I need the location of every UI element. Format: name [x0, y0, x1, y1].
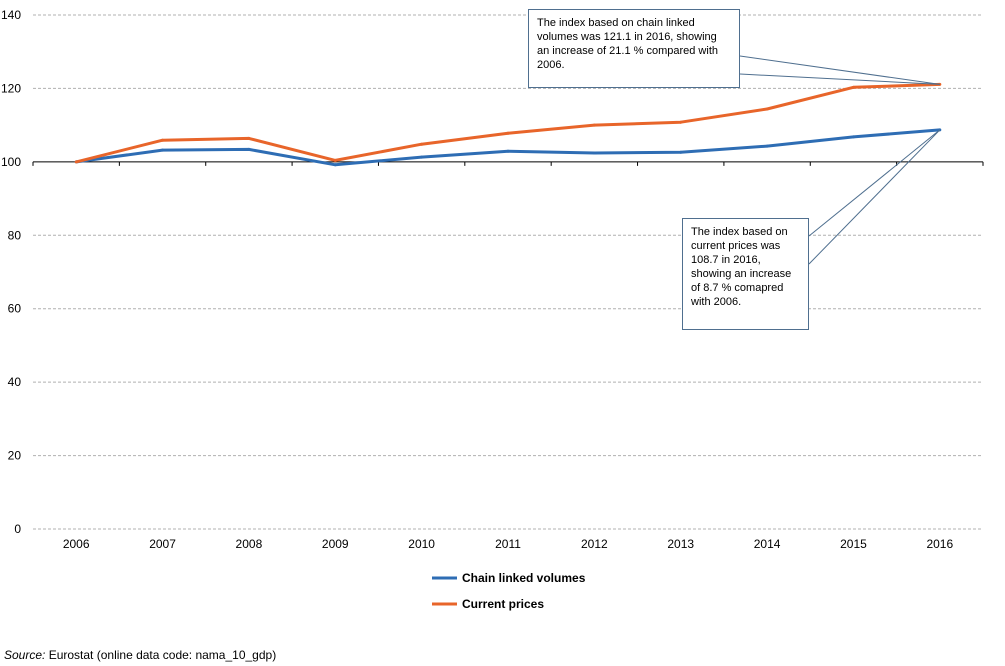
data-point — [161, 138, 165, 142]
x-axis: 2006 2007 2008 2009 2010 2011 2012 2013 2014 2015… — [32, 161, 984, 551]
x-tick-label: 2006 — [63, 537, 90, 551]
source-text: Eurostat (online data code: nama_10_gdp) — [48, 648, 277, 662]
x-tick-label: 2016 — [926, 537, 953, 551]
leader-line — [808, 129, 941, 237]
x-tick-label: 2014 — [754, 537, 781, 551]
x-tick-label: 2011 — [495, 537, 521, 551]
y-tick-label: 40 — [8, 375, 22, 389]
data-point — [765, 144, 769, 148]
gridlines — [33, 14, 983, 530]
data-point — [333, 163, 337, 167]
annotation-text: The index based on chain linked volumes … — [537, 17, 718, 71]
x-tick-label: 2015 — [840, 537, 867, 551]
y-tick-label: 100 — [1, 155, 21, 169]
leader-line — [808, 129, 941, 265]
y-tick-label: 20 — [8, 449, 22, 463]
data-point — [420, 155, 424, 159]
data-point — [765, 107, 769, 111]
data-point — [506, 131, 510, 135]
data-point — [420, 142, 424, 146]
series-line-0 — [75, 128, 940, 167]
y-axis: 0 20 40 60 80 100 120 140 — [1, 8, 21, 536]
legend-label: Chain linked volumes — [462, 571, 586, 585]
data-point — [74, 160, 78, 164]
annotation-text: The index based on current prices was 10… — [691, 226, 792, 308]
y-tick-label: 60 — [8, 302, 22, 316]
x-tick-label: 2008 — [236, 537, 263, 551]
data-point — [679, 120, 683, 124]
data-point — [851, 85, 855, 89]
y-tick-label: 120 — [1, 81, 21, 95]
y-tick-label: 140 — [1, 8, 21, 22]
leader-line — [739, 55, 940, 85]
y-tick-label: 0 — [14, 522, 21, 536]
data-point — [592, 123, 596, 127]
x-tick-label: 2010 — [408, 537, 435, 551]
legend-label: Current prices — [462, 597, 544, 611]
source-note: Source: Eurostat (online data code: nama… — [4, 648, 276, 662]
data-point — [333, 158, 337, 162]
data-point — [506, 149, 510, 153]
data-point — [161, 148, 165, 152]
data-point — [851, 135, 855, 139]
annotation-chain-linked-volumes: The index based on chain linked volumes … — [528, 9, 740, 88]
x-tick-label: 2007 — [149, 537, 176, 551]
x-tick-label: 2013 — [667, 537, 694, 551]
data-point — [247, 147, 251, 151]
source-label: Source: — [4, 648, 46, 662]
data-point — [247, 136, 251, 140]
callout-leaders — [739, 55, 941, 265]
legend: Chain linked volumes Current prices — [432, 571, 586, 611]
leader-line — [739, 73, 940, 85]
data-point — [679, 150, 683, 154]
y-tick-label: 80 — [8, 228, 22, 242]
data-point — [592, 151, 596, 155]
x-tick-label: 2012 — [581, 537, 608, 551]
x-tick-label: 2009 — [322, 537, 349, 551]
series-lines — [74, 82, 942, 167]
annotation-current-prices: The index based on current prices was 10… — [682, 218, 809, 330]
